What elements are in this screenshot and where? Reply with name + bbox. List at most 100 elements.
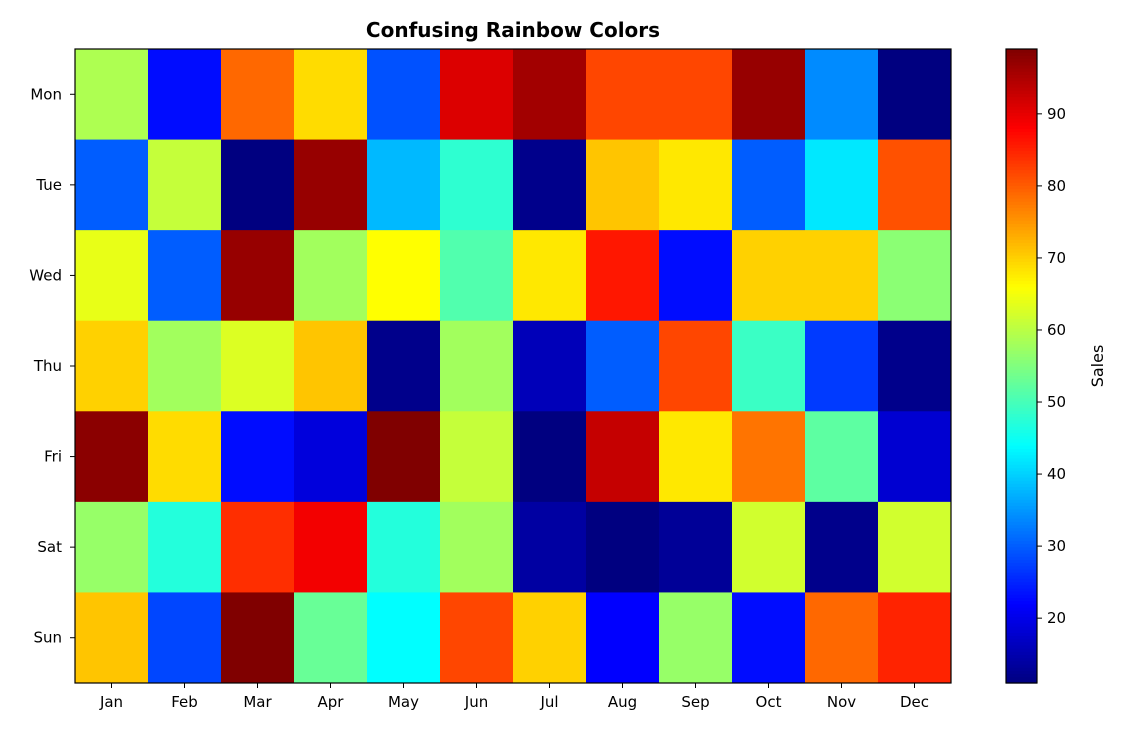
colorbar-segment xyxy=(1006,663,1037,668)
heatmap-cell xyxy=(513,49,587,141)
colorbar-segment xyxy=(1006,350,1037,354)
colorbar-segment xyxy=(1006,213,1037,218)
y-tick-label: Mon xyxy=(30,85,62,103)
colorbar-segment xyxy=(1006,419,1037,424)
colorbar-segment xyxy=(1006,534,1037,538)
colorbar xyxy=(1006,49,1037,684)
colorbar-segment xyxy=(1006,508,1037,513)
colorbar-segment xyxy=(1006,467,1037,472)
heatmap-cell xyxy=(294,592,368,684)
colorbar-segment xyxy=(1006,131,1037,136)
colorbar-segment xyxy=(1006,64,1037,69)
y-tick-label: Wed xyxy=(29,266,62,284)
colorbar-segment xyxy=(1006,654,1037,659)
colorbar-segment xyxy=(1006,553,1037,557)
colorbar-segment xyxy=(1006,362,1037,367)
colorbar-segment xyxy=(1006,391,1037,396)
heatmap-cell xyxy=(294,139,368,231)
colorbar-segment xyxy=(1006,473,1037,478)
colorbar-segment xyxy=(1006,591,1037,595)
colorbar-segment xyxy=(1006,90,1037,94)
colorbar-segment xyxy=(1006,489,1037,494)
colorbar-segment xyxy=(1006,128,1037,133)
heatmap-cell xyxy=(659,139,733,231)
colorbar-segment xyxy=(1006,400,1037,405)
colorbar-tick-label: 60 xyxy=(1047,321,1066,339)
colorbar-segment xyxy=(1006,236,1037,240)
colorbar-segment xyxy=(1006,366,1037,370)
colorbar-segment xyxy=(1006,369,1037,373)
colorbar-segment xyxy=(1006,470,1037,475)
colorbar-segment xyxy=(1006,324,1037,329)
colorbar-segment xyxy=(1006,549,1037,554)
colorbar-segment xyxy=(1006,594,1037,599)
heatmap-cell xyxy=(732,592,806,684)
colorbar-segment xyxy=(1006,625,1037,630)
colorbar-segment xyxy=(1006,416,1037,421)
heatmap-cell xyxy=(148,49,222,141)
x-tick-label: Apr xyxy=(318,693,345,711)
colorbar-segment xyxy=(1006,280,1037,285)
heatmap-cell xyxy=(148,139,222,231)
heatmap-cell xyxy=(586,592,660,684)
heatmap-cell xyxy=(221,411,295,503)
colorbar-segment xyxy=(1006,169,1037,174)
chart-title: Confusing Rainbow Colors xyxy=(366,18,660,42)
colorbar-segment xyxy=(1006,109,1037,113)
heatmap-cell xyxy=(513,411,587,503)
heatmap-cell xyxy=(878,139,952,231)
colorbar-segment xyxy=(1006,172,1037,177)
heatmap-cell xyxy=(805,501,879,593)
colorbar-segment xyxy=(1006,603,1037,608)
colorbar-segment xyxy=(1006,334,1037,339)
heatmap-cell xyxy=(878,320,952,412)
heatmap-cell xyxy=(367,139,441,231)
colorbar-segment xyxy=(1006,102,1037,107)
x-axis: Jan Feb Mar Apr May Jun Jul Aug Sep Oct Nov Dec xyxy=(99,683,929,711)
colorbar-segment xyxy=(1006,140,1037,145)
colorbar-segment xyxy=(1006,632,1037,637)
colorbar-segment xyxy=(1006,255,1037,259)
colorbar-segment xyxy=(1006,99,1037,104)
heatmap-cell xyxy=(586,49,660,141)
colorbar-segment xyxy=(1006,356,1037,361)
colorbar-segment xyxy=(1006,597,1037,602)
colorbar-segment xyxy=(1006,451,1037,456)
colorbar-segment xyxy=(1006,435,1037,440)
colorbar-segment xyxy=(1006,378,1037,383)
colorbar-segment xyxy=(1006,651,1037,656)
colorbar-segment xyxy=(1006,511,1037,516)
heatmap-cell xyxy=(148,411,222,503)
heatmap-cell xyxy=(659,501,733,593)
colorbar-segment xyxy=(1006,559,1037,564)
heatmap-cell xyxy=(878,411,952,503)
heatmap-cell xyxy=(513,592,587,684)
colorbar-segment xyxy=(1006,106,1037,110)
x-tick-label: May xyxy=(388,693,419,711)
colorbar-segment xyxy=(1006,77,1037,82)
heatmap-cell xyxy=(732,501,806,593)
heatmap-cell xyxy=(221,320,295,412)
colorbar-segment xyxy=(1006,197,1037,202)
colorbar-segment xyxy=(1006,343,1037,348)
heatmap-cell xyxy=(75,411,149,503)
colorbar-segment xyxy=(1006,270,1037,275)
heatmap-cell xyxy=(732,49,806,141)
colorbar-segment xyxy=(1006,423,1037,427)
heatmap-cell xyxy=(148,230,222,322)
colorbar-segment xyxy=(1006,125,1037,129)
colorbar-segment xyxy=(1006,629,1037,633)
heatmap-cell xyxy=(75,501,149,593)
heatmap-cell xyxy=(513,501,587,593)
colorbar-segment xyxy=(1006,134,1037,139)
heatmap-cell xyxy=(586,139,660,231)
heatmap-cell xyxy=(659,320,733,412)
colorbar-segment xyxy=(1006,302,1037,307)
colorbar-segment xyxy=(1006,96,1037,101)
heatmap-cell xyxy=(367,411,441,503)
colorbar-segment xyxy=(1006,657,1037,662)
y-tick-label: Sat xyxy=(37,538,62,556)
colorbar-segment xyxy=(1006,438,1037,443)
colorbar-segment xyxy=(1006,226,1037,231)
colorbar-segment xyxy=(1006,55,1037,60)
